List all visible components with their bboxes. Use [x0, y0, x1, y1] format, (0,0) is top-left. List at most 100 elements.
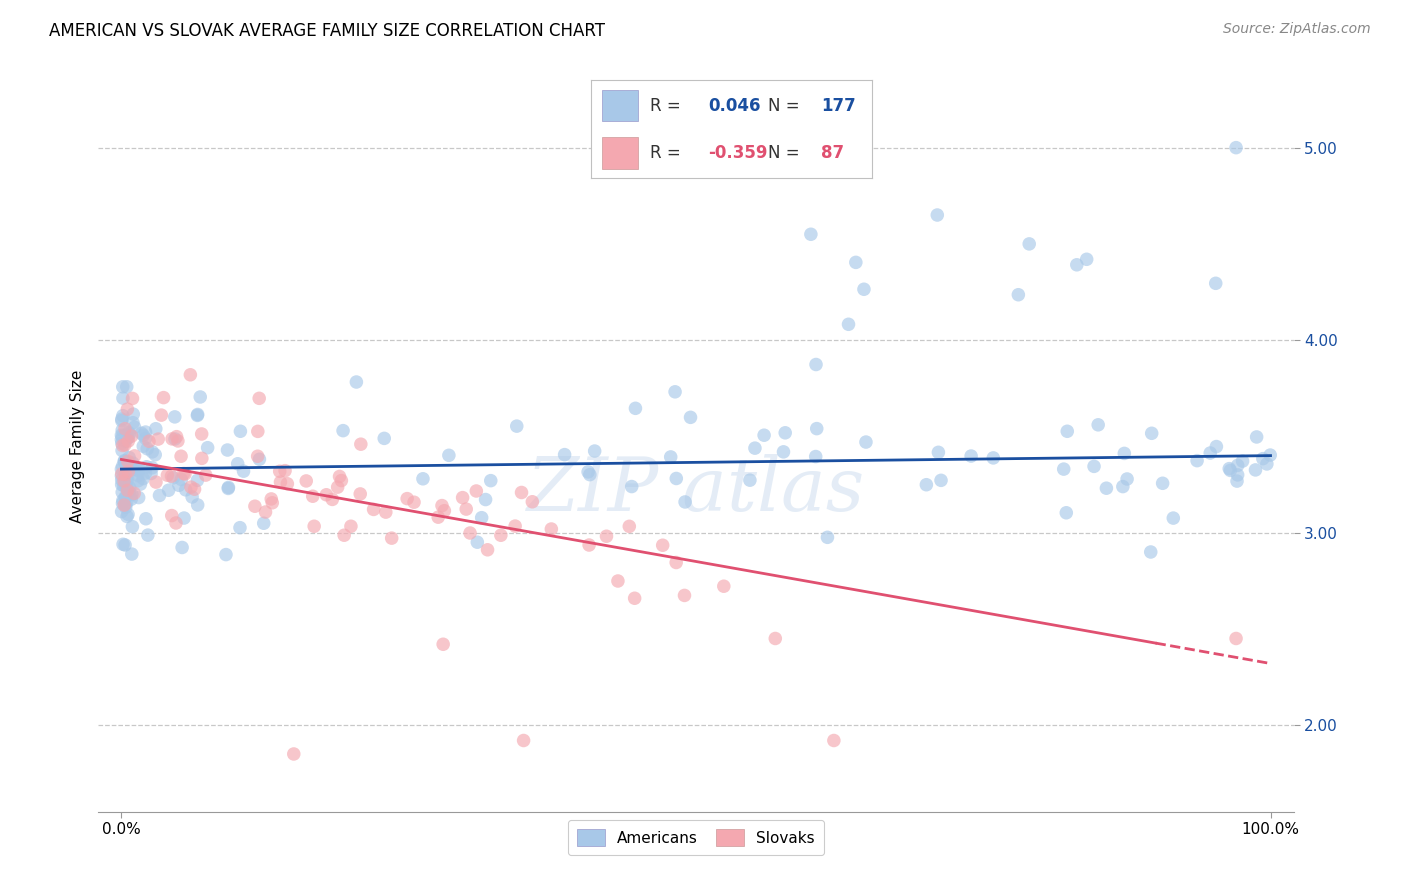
Point	[160, 432, 183, 446]
Point	[479, 474, 502, 488]
Point	[112, 498, 135, 512]
Point	[121, 547, 143, 561]
Text: R =: R =	[650, 144, 681, 161]
Point	[456, 502, 478, 516]
Point	[363, 502, 385, 516]
Point	[664, 384, 686, 399]
Point	[1161, 511, 1184, 525]
Point	[160, 508, 183, 523]
Point	[301, 489, 323, 503]
Point	[132, 439, 155, 453]
Point	[465, 535, 488, 549]
Point	[1244, 463, 1267, 477]
Point	[122, 486, 145, 500]
Point	[1185, 453, 1208, 467]
Point	[1083, 459, 1105, 474]
Point	[1095, 481, 1118, 495]
Point	[135, 466, 157, 480]
Point	[595, 529, 617, 543]
Point	[276, 476, 298, 491]
Point	[117, 464, 139, 478]
Point	[332, 424, 354, 438]
Point	[249, 452, 271, 467]
Point	[804, 450, 827, 464]
Text: Source: ZipAtlas.com: Source: ZipAtlas.com	[1223, 22, 1371, 37]
Point	[114, 454, 136, 468]
Point	[110, 468, 132, 483]
Point	[135, 425, 157, 439]
FancyBboxPatch shape	[602, 90, 638, 121]
Point	[522, 495, 544, 509]
Point	[474, 492, 496, 507]
Point	[217, 480, 239, 494]
Point	[114, 438, 136, 452]
Point	[132, 472, 155, 486]
Point	[127, 474, 149, 488]
Point	[111, 423, 134, 437]
Text: AMERICAN VS SLOVAK AVERAGE FAMILY SIZE CORRELATION CHART: AMERICAN VS SLOVAK AVERAGE FAMILY SIZE C…	[49, 22, 605, 40]
Point	[1066, 258, 1088, 272]
Point	[295, 474, 318, 488]
Point	[124, 420, 146, 434]
Point	[117, 434, 139, 448]
Point	[173, 467, 195, 481]
Point	[174, 483, 197, 497]
Point	[127, 468, 149, 483]
Point	[1053, 462, 1076, 476]
Point	[114, 538, 136, 552]
Point	[110, 505, 132, 519]
Point	[283, 747, 305, 761]
Point	[806, 422, 828, 436]
Point	[232, 464, 254, 478]
Text: -0.359: -0.359	[709, 144, 768, 161]
Point	[1232, 454, 1254, 468]
Point	[128, 491, 150, 505]
Point	[118, 484, 141, 499]
Point	[579, 467, 602, 482]
Point	[141, 460, 163, 475]
Point	[960, 449, 983, 463]
Point	[217, 443, 239, 458]
Point	[172, 541, 194, 555]
Point	[187, 408, 209, 422]
Point	[115, 380, 138, 394]
Text: N =: N =	[768, 144, 799, 161]
Point	[673, 495, 696, 509]
Point	[1087, 417, 1109, 432]
Point	[111, 380, 134, 394]
Text: ZIP atlas: ZIP atlas	[527, 454, 865, 526]
Text: N =: N =	[768, 97, 799, 115]
Point	[111, 391, 134, 405]
Point	[180, 480, 202, 494]
Point	[243, 500, 266, 514]
Point	[186, 474, 208, 488]
Point	[138, 434, 160, 449]
Point	[510, 485, 533, 500]
Point	[1225, 141, 1247, 155]
Point	[1219, 463, 1241, 477]
Point	[927, 208, 949, 222]
Point	[773, 425, 796, 440]
Point	[117, 508, 139, 522]
Point	[197, 441, 219, 455]
Point	[186, 409, 208, 423]
Point	[253, 516, 276, 531]
Point	[433, 504, 456, 518]
Point	[823, 733, 845, 747]
Point	[1258, 448, 1281, 462]
Point	[187, 498, 209, 512]
Point	[111, 438, 134, 452]
Point	[215, 548, 238, 562]
Point	[432, 637, 454, 651]
Point	[217, 482, 239, 496]
Point	[471, 510, 494, 524]
Point	[127, 464, 149, 478]
Point	[738, 473, 761, 487]
Point	[132, 428, 155, 442]
Point	[373, 431, 395, 445]
Point	[578, 538, 600, 552]
Point	[173, 511, 195, 525]
Point	[1076, 252, 1098, 267]
Point	[122, 462, 145, 476]
Point	[744, 441, 766, 455]
